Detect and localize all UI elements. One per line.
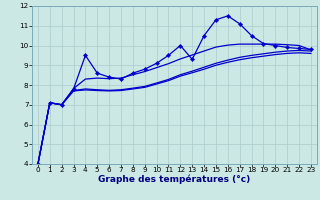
X-axis label: Graphe des températures (°c): Graphe des températures (°c) bbox=[98, 175, 251, 184]
